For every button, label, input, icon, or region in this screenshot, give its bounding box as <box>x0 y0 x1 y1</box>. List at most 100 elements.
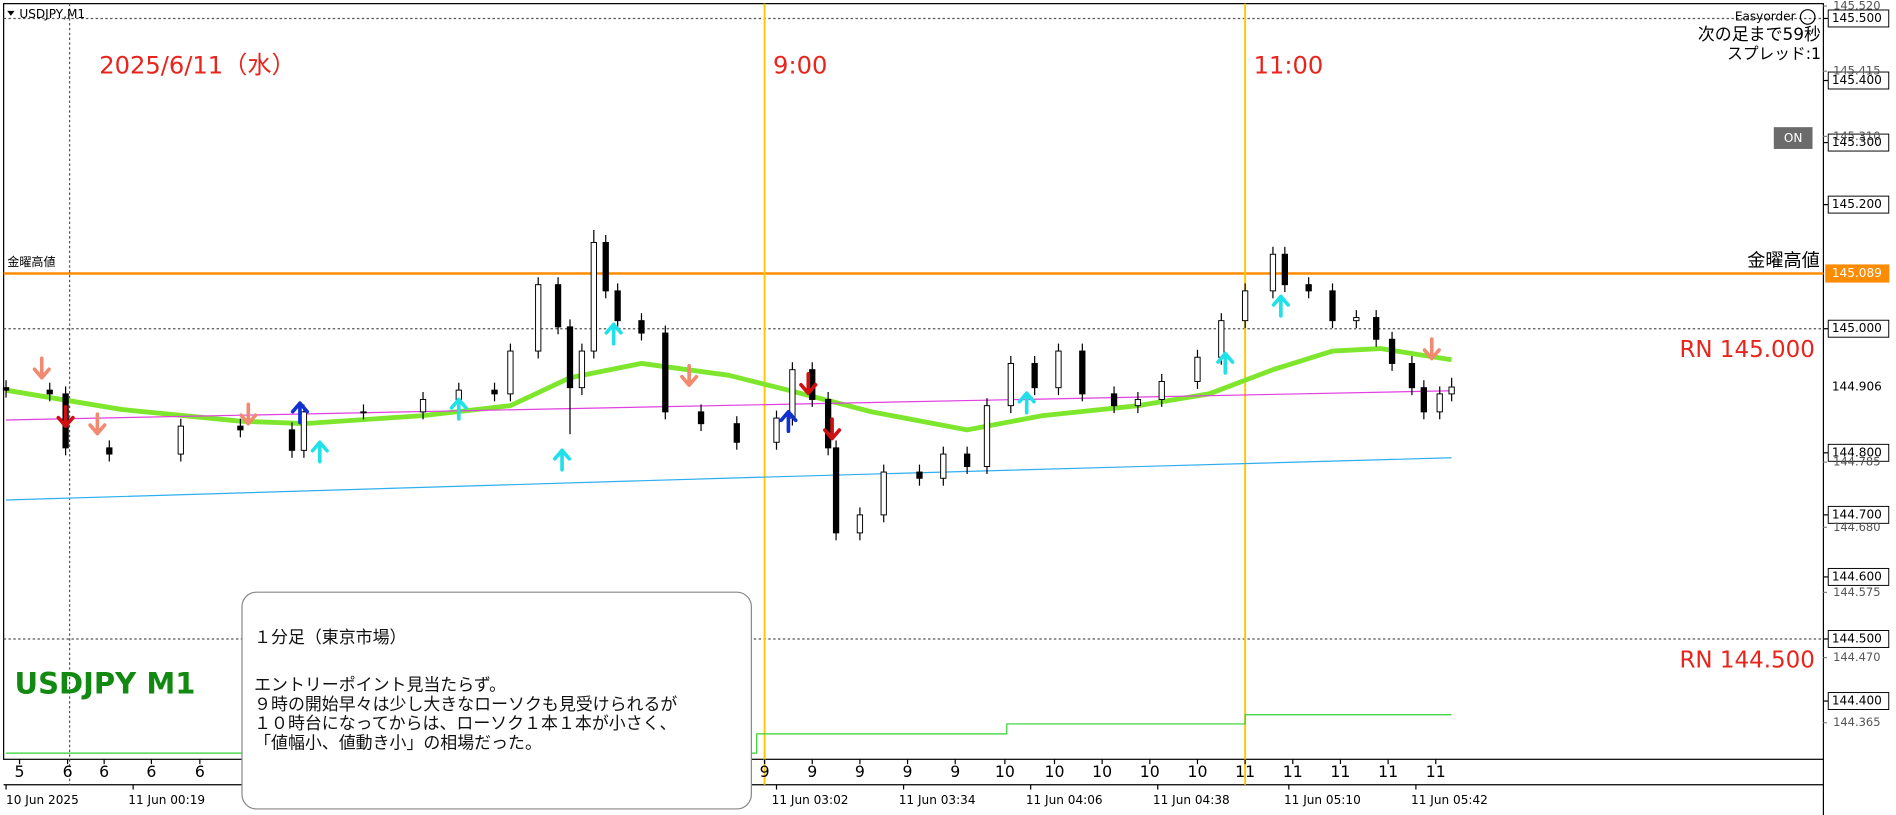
candle-body <box>1055 350 1062 389</box>
candle-body <box>1007 362 1014 407</box>
candle-body <box>300 411 308 451</box>
indicator-line <box>6 714 1452 754</box>
candle-body <box>1373 317 1380 340</box>
x-hour-label: 10 <box>1187 762 1207 781</box>
candle-body <box>535 284 542 352</box>
candle-body <box>602 241 609 292</box>
v-line-label: 11:00 <box>1254 52 1324 80</box>
x-hour-label: 11 <box>1235 762 1255 781</box>
y-tick-box <box>1827 71 1890 90</box>
candle-body <box>1353 317 1360 322</box>
candle-body <box>1110 393 1118 407</box>
x-hour-label: 11 <box>1330 762 1350 781</box>
x-hour-label: 11 <box>1378 762 1398 781</box>
candle-body <box>1388 338 1396 364</box>
signal-arrow <box>32 356 51 380</box>
x-hour-label: 6 <box>146 762 156 781</box>
y-minor-tick-label: 145.520 <box>1833 0 1880 13</box>
candle-body <box>491 389 498 395</box>
candle-body <box>880 471 887 516</box>
on-button[interactable] <box>1773 127 1813 149</box>
candle-body <box>856 514 864 534</box>
y-tick-label: 145.500 <box>1832 11 1882 25</box>
candle-body <box>1194 356 1201 382</box>
comment-box: １分足（東京市場） エントリーポイント見当たらず。９時の開始早々は少し大きなローソ… <box>241 591 752 810</box>
candle-body <box>940 453 947 479</box>
signal-arrow <box>88 412 107 436</box>
candle-body <box>1448 386 1455 395</box>
v-line-label: 9:00 <box>773 52 827 80</box>
candle-body <box>554 284 562 328</box>
candle-body <box>983 405 991 467</box>
x-date-label: 11 Jun 04:38 <box>1153 793 1230 807</box>
x-hour-label: 9 <box>807 762 817 781</box>
signal-arrow <box>799 372 818 396</box>
candle-body <box>1241 290 1249 322</box>
candle-body <box>237 425 244 431</box>
x-hour-label: 10 <box>1092 762 1112 781</box>
candle-body <box>697 411 705 425</box>
y-tick-label: 144.600 <box>1832 569 1882 583</box>
candle-body <box>916 471 923 479</box>
candle-body <box>177 425 184 455</box>
plot-frame <box>3 3 1825 760</box>
y-tick-box <box>1827 9 1890 28</box>
candle-body <box>566 326 574 389</box>
y-minor-tick-label: 144.680 <box>1833 520 1880 534</box>
x-date-label: 10 Jun 2025 <box>6 793 79 807</box>
y-tick-box <box>1827 567 1890 586</box>
signal-arrow <box>1017 391 1036 415</box>
x-hour-label: 9 <box>760 762 770 781</box>
panel-icon[interactable] <box>1799 9 1816 25</box>
y-tick-label: 145.400 <box>1832 73 1882 87</box>
x-date-label: 11 Jun 03:02 <box>772 793 849 807</box>
candle-body <box>106 447 113 455</box>
y-minor-tick-label: 144.365 <box>1833 715 1880 729</box>
menu-triangle[interactable] <box>7 10 15 16</box>
candle-body <box>1269 253 1277 292</box>
y-tick-label: 144.400 <box>1832 694 1882 708</box>
signal-arrow <box>1271 294 1290 318</box>
candle-body <box>1420 387 1427 413</box>
candle-body <box>789 369 796 419</box>
y-minor-tick-label: 145.415 <box>1833 64 1880 78</box>
candle-body <box>1329 290 1336 322</box>
candle-body <box>1134 398 1142 407</box>
x-date-label: 11 Jun 05:10 <box>1284 793 1361 807</box>
candle-body <box>1305 284 1312 292</box>
price-label: 144.906 <box>1832 380 1882 394</box>
candle-body <box>1079 350 1086 395</box>
signal-arrow <box>310 440 329 464</box>
y-tick-label: 144.800 <box>1832 445 1882 459</box>
comment-line: １０時台になってからは、ローソク１本１本が小さく、 <box>254 713 676 733</box>
symbol-label: USDJPY,M1 <box>19 7 85 21</box>
price-label: 145.089 <box>1832 266 1882 280</box>
candle-body <box>419 398 427 413</box>
watermark: USDJPY M1 <box>15 666 196 700</box>
candle-body <box>662 332 669 413</box>
y-tick-label: 145.000 <box>1832 321 1882 335</box>
signal-arrow <box>239 402 258 426</box>
candle-body <box>1218 320 1225 358</box>
signal-arrow <box>823 417 842 441</box>
price-label-box <box>1825 264 1890 283</box>
candle-body <box>46 389 53 395</box>
y-tick-label: 144.500 <box>1832 631 1882 645</box>
comment-line: エントリーポイント見当たらず。 <box>254 674 506 694</box>
x-hour-label: 5 <box>15 762 25 781</box>
y-minor-tick-label: 145.310 <box>1833 129 1880 143</box>
countdown: 次の足まで59秒 <box>1698 24 1821 44</box>
x-hour-label: 10 <box>1044 762 1064 781</box>
candle-body <box>638 320 645 334</box>
candle-body <box>733 423 740 443</box>
candle-body <box>1158 380 1165 400</box>
price-label-box <box>1825 377 1890 397</box>
h-line-label: 金曜高値 <box>1747 250 1820 271</box>
candle-body <box>963 453 971 467</box>
x-date-label: 11 Jun 03:34 <box>899 793 976 807</box>
on-button-label[interactable]: ON <box>1784 131 1803 145</box>
comment-line: １分足（東京市場） <box>254 627 406 647</box>
y-tick-box <box>1827 195 1890 214</box>
